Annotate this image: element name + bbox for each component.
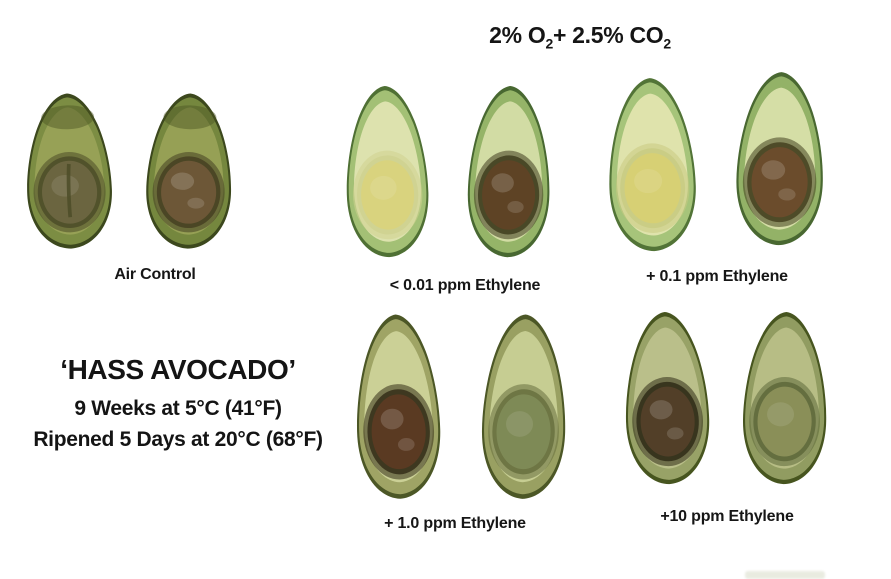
storage-duration-line: 9 Weeks at 5°C (41°F) bbox=[74, 397, 282, 420]
avocado-half-photo bbox=[724, 65, 835, 251]
photo-pair-air-control bbox=[16, 88, 242, 253]
avocado-half-photo bbox=[470, 307, 577, 505]
photo-pair-10-ppm bbox=[615, 306, 837, 489]
avocado-half-photo bbox=[596, 71, 709, 258]
photo-pair-1-0-ppm bbox=[346, 308, 576, 504]
caption-air-control: Air Control bbox=[114, 266, 196, 283]
avocado-half-photo bbox=[456, 79, 561, 263]
scan-artifact bbox=[745, 571, 825, 579]
gas-condition-title: 2% O2+ 2.5% CO2 bbox=[430, 22, 730, 52]
caption-0-1-ppm: + 0.1 ppm Ethylene bbox=[646, 268, 788, 285]
caption-10-ppm: +10 ppm Ethylene bbox=[660, 508, 794, 525]
caption-1-0-ppm: + 1.0 ppm Ethylene bbox=[384, 515, 526, 532]
caption-lt-0-01-ppm: < 0.01 ppm Ethylene bbox=[389, 277, 541, 294]
gas-title-text-2: + 2.5% CO bbox=[552, 22, 664, 48]
avocado-half-photo bbox=[135, 87, 244, 254]
cultivar-title: ‘HASS AVOCADO’ bbox=[60, 354, 296, 385]
avocado-half-photo bbox=[731, 305, 838, 490]
experiment-info-block: ‘HASS AVOCADO’ 9 Weeks at 5°C (41°F) Rip… bbox=[10, 354, 346, 459]
gas-title-text: 2% O bbox=[489, 22, 546, 48]
avocado-half-photo bbox=[613, 305, 722, 491]
avocado-half-photo bbox=[334, 79, 441, 264]
avocado-half-photo bbox=[343, 307, 452, 506]
photo-pair-0-1-ppm bbox=[598, 66, 834, 256]
ripening-conditions-line: Ripened 5 Days at 20°C (68°F) bbox=[33, 428, 323, 451]
co2-subscript: 2 bbox=[663, 35, 671, 52]
avocado-half-photo bbox=[14, 87, 124, 255]
photo-pair-lt-0-01-ppm bbox=[336, 80, 560, 262]
o2-subscript: 2 bbox=[545, 35, 553, 52]
